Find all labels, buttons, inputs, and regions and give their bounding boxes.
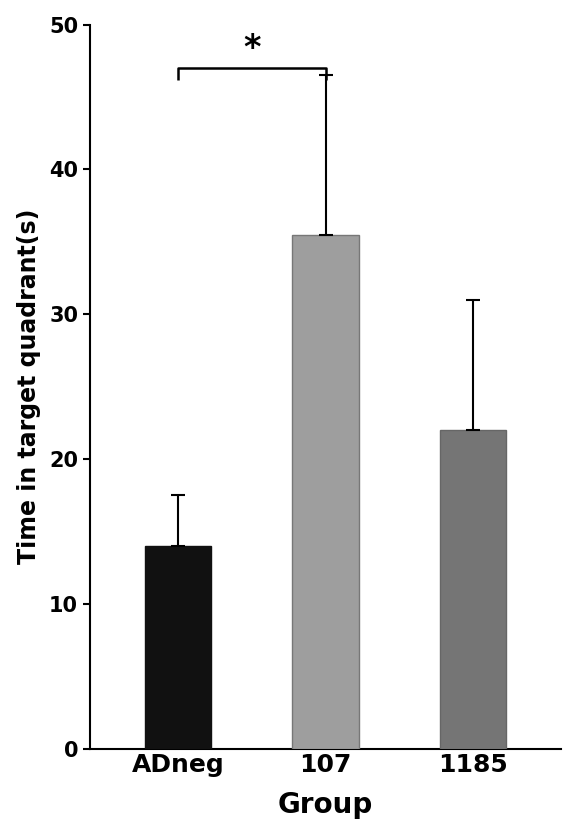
X-axis label: Group: Group: [278, 792, 373, 819]
Bar: [440, 430, 506, 748]
Bar: [145, 546, 212, 748]
Bar: [292, 235, 359, 748]
Y-axis label: Time in target quadrant(s): Time in target quadrant(s): [17, 209, 40, 564]
Text: *: *: [243, 33, 261, 65]
